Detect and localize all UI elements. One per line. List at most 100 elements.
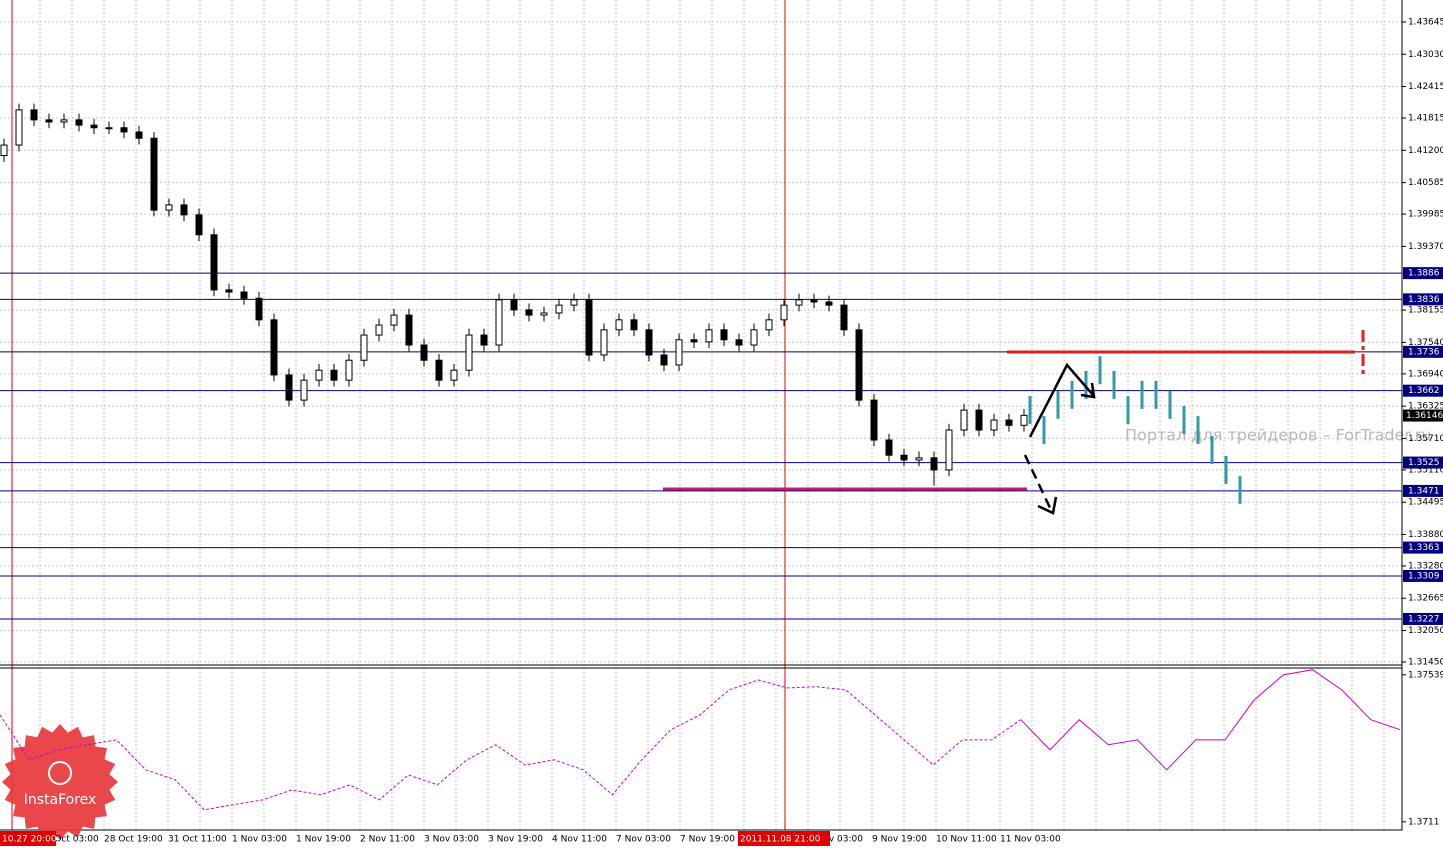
- level-label-box: [1403, 384, 1443, 397]
- y-tick-label: 1.36940: [1408, 369, 1443, 379]
- candle-body: [435, 359, 443, 381]
- level-label: 1.3309: [1408, 571, 1440, 581]
- candle-body: [525, 309, 533, 316]
- candle-body: [210, 234, 218, 291]
- candle-body: [540, 312, 548, 316]
- time-marker-box: [0, 831, 56, 846]
- grid: [0, 0, 1402, 830]
- indicator-line: [1020, 669, 1401, 771]
- x-tick-label: 7 Nov 19:00: [680, 835, 735, 845]
- y-tick-label: 1.40585: [1408, 178, 1443, 188]
- candle-body: [555, 304, 563, 314]
- x-tick-label: 1 Nov 03:00: [232, 835, 287, 845]
- level-label: 1.3525: [1408, 458, 1440, 468]
- candle-body: [165, 204, 173, 211]
- level-label-box: [1403, 293, 1443, 306]
- candle-body: [810, 299, 818, 303]
- level-label-box: [1403, 456, 1443, 469]
- y-tick-label: 1.33880: [1408, 530, 1443, 540]
- candle-body: [585, 299, 593, 356]
- forecast-bar: [1196, 416, 1200, 445]
- forecast-bar: [1056, 390, 1060, 419]
- x-tick-label: 9 Nov 19:00: [872, 835, 927, 845]
- candle-body: [180, 204, 188, 216]
- forecast-bar: [1210, 435, 1214, 464]
- x-tick-label: 28 Oct 03:00: [40, 835, 99, 845]
- x-tick-label: 11 Nov 03:00: [1000, 835, 1061, 845]
- candle-body: [855, 329, 863, 401]
- y-tick-label: 1.43030: [1408, 50, 1443, 60]
- candle-body: [675, 339, 683, 366]
- candle-body: [315, 369, 323, 381]
- x-tick-label: 28 Oct 19:00: [104, 835, 163, 845]
- arrow-head: [1080, 382, 1096, 399]
- level-label-box: [1403, 541, 1443, 554]
- candle-body: [975, 409, 983, 431]
- forecast-bar: [1126, 396, 1130, 425]
- candle-body: [375, 324, 383, 336]
- candle-body: [630, 319, 638, 331]
- level-label: 1.3662: [1408, 386, 1440, 396]
- level-label-box: [1403, 345, 1443, 358]
- level-label: 1.3471: [1408, 486, 1440, 496]
- candle-body: [750, 329, 758, 346]
- candle-body: [660, 354, 668, 366]
- candle-body: [285, 374, 293, 401]
- candle-body: [960, 409, 968, 431]
- time-marker-box: [738, 831, 830, 846]
- level-label-box: [1403, 569, 1443, 582]
- x-tick-label: 31 Oct 11:00: [168, 835, 227, 845]
- y2-tick-label: 1.37539: [1408, 670, 1443, 680]
- candle-body: [270, 319, 278, 376]
- y2-tick-label: 1.3711: [1408, 817, 1440, 827]
- level-label: 1.3836: [1408, 295, 1440, 305]
- candle-body: [105, 127, 113, 130]
- candle-body: [225, 289, 233, 293]
- candle-body: [720, 329, 728, 341]
- x-tick-label: 1 Nov 19:00: [296, 835, 351, 845]
- x-tick-label: 4 Nov 11:00: [552, 835, 607, 845]
- forecast-bar: [1098, 356, 1102, 385]
- x-tick-label: 7 Nov 03:00: [616, 835, 671, 845]
- candle-body: [1005, 419, 1013, 426]
- x-tick-label: 9 Nov 03:00: [808, 835, 863, 845]
- candle-body: [45, 119, 53, 123]
- y-tick-label: 1.39370: [1408, 242, 1443, 252]
- y-tick-label: 1.31450: [1408, 658, 1443, 668]
- candle-body: [870, 399, 878, 441]
- candle-body: [390, 314, 398, 326]
- forecast-bar: [1238, 475, 1242, 504]
- candle-body: [780, 304, 788, 321]
- candle-body: [765, 319, 773, 331]
- y-tick-label: 1.43645: [1408, 17, 1443, 27]
- forecast-bar: [1028, 396, 1032, 425]
- candle-body: [945, 429, 953, 471]
- watermark: Портал для трейдеров – ForTrader.ru: [1125, 426, 1431, 445]
- candle-body: [420, 344, 428, 361]
- candle-body: [705, 329, 713, 343]
- forecast-bar: [1224, 455, 1228, 484]
- levels: [0, 272, 1402, 620]
- candle-body: [690, 339, 698, 343]
- candle-body: [75, 119, 83, 126]
- candle-body: [465, 334, 473, 371]
- candle-body: [570, 299, 578, 306]
- forecast-arrow: [1028, 362, 1094, 438]
- x-tick-label: 3 Nov 03:00: [424, 835, 479, 845]
- y-tick-label: 1.36325: [1408, 402, 1443, 412]
- candle-body: [510, 299, 518, 311]
- candle-body: [0, 144, 8, 157]
- candle-body: [495, 299, 503, 346]
- level-label: 1.3363: [1408, 543, 1440, 553]
- y-tick-label: 1.35110: [1408, 465, 1443, 475]
- candle-body: [900, 454, 908, 461]
- y-tick-label: 1.38155: [1408, 306, 1443, 316]
- candle-body: [840, 304, 848, 331]
- candle-body: [825, 301, 833, 306]
- last-price-label: 1.36146: [1406, 411, 1443, 421]
- logo-text: InstaForex: [24, 792, 97, 808]
- forecast-bar: [1070, 380, 1074, 409]
- level-label: 1.3886: [1408, 269, 1440, 279]
